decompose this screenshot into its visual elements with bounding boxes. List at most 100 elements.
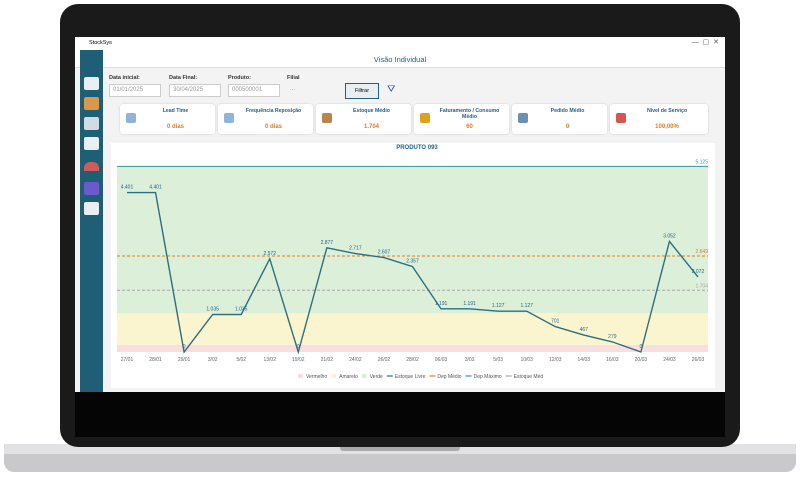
data-label: 1.035 bbox=[235, 307, 248, 313]
x-tick-label: 28/01 bbox=[149, 357, 162, 363]
data-label: 2.877 bbox=[321, 240, 334, 246]
data-label: 1.127 bbox=[492, 303, 505, 309]
legend-label: Estoque Livre bbox=[395, 374, 426, 380]
kpi-label: Frequência Reposição bbox=[245, 108, 302, 114]
filter-input[interactable]: ... bbox=[290, 86, 296, 92]
data-label: 467 bbox=[580, 327, 589, 333]
kpi-card: Frequência Reposição 0 dias bbox=[218, 104, 313, 134]
filter-input[interactable]: 01/01/2025 bbox=[109, 84, 161, 97]
reference-label: 2.649 bbox=[695, 249, 708, 255]
filter-label: Data inicial: bbox=[109, 75, 140, 81]
x-tick-label: 3/02 bbox=[208, 357, 218, 363]
zone bbox=[117, 313, 708, 345]
data-label: 0 bbox=[183, 344, 186, 350]
data-label: 0 bbox=[297, 344, 300, 350]
filter-button[interactable]: Filtrar bbox=[345, 83, 379, 99]
x-tick-label: 20/03 bbox=[635, 357, 648, 363]
data-label: 279 bbox=[608, 334, 617, 340]
legend-swatch bbox=[331, 374, 337, 378]
data-label: 0 bbox=[640, 344, 643, 350]
reference-label: 5.125 bbox=[695, 159, 708, 165]
kpi-icon bbox=[126, 113, 136, 123]
data-label: 2.572 bbox=[263, 251, 276, 257]
x-tick-label: 29/01 bbox=[178, 357, 191, 363]
data-label: 2.717 bbox=[349, 246, 362, 252]
nav-item[interactable] bbox=[84, 137, 99, 150]
chart-title: PRODUTO 093 bbox=[396, 145, 438, 151]
legend-label: Vermelho bbox=[306, 374, 327, 380]
x-tick-label: 19/02 bbox=[292, 357, 305, 363]
legend-label: Verde bbox=[370, 374, 383, 380]
nav-home[interactable] bbox=[84, 77, 99, 90]
x-tick-label: 14/03 bbox=[578, 357, 591, 363]
data-label: 3.052 bbox=[663, 233, 676, 239]
data-label: 2.357 bbox=[406, 259, 419, 265]
kpi-card: Estoque Médio 1.704 bbox=[316, 104, 411, 134]
kpi-label: Lead Time bbox=[162, 108, 189, 114]
app-name: StockSys bbox=[89, 40, 112, 46]
x-tick-label: 10/03 bbox=[520, 357, 533, 363]
x-tick-label: 5/02 bbox=[236, 357, 246, 363]
x-tick-label: 13/02 bbox=[263, 357, 276, 363]
x-tick-label: 27/01 bbox=[121, 357, 134, 363]
x-tick-label: 24/03 bbox=[663, 357, 676, 363]
kpi-value: 0 dias bbox=[264, 124, 282, 130]
kpi-card: Faturamento / Consumo Médio 60 bbox=[414, 104, 509, 134]
x-tick-label: 06/03 bbox=[435, 357, 448, 363]
kpi-icon bbox=[420, 113, 430, 123]
x-tick-label: 3/03 bbox=[465, 357, 475, 363]
data-label: 1.127 bbox=[520, 303, 533, 309]
filter-label: Filial bbox=[287, 75, 300, 81]
data-label: 4.401 bbox=[149, 185, 162, 191]
data-label: 701 bbox=[551, 319, 560, 325]
kpi-card: Nível de Serviço 100,00% bbox=[610, 104, 708, 134]
x-tick-label: 26/03 bbox=[692, 357, 705, 363]
kpi-card: Lead Time 0 dias bbox=[120, 104, 215, 134]
nav-item[interactable] bbox=[84, 97, 99, 110]
data-label: 4.401 bbox=[121, 185, 134, 191]
kpi-value: 100,00% bbox=[655, 124, 679, 130]
kpi-icon bbox=[518, 113, 528, 123]
data-label: 2.072 bbox=[692, 269, 705, 275]
legend-label: Dep Máximo bbox=[474, 374, 502, 380]
legend-label: Dep Médio bbox=[437, 374, 461, 380]
kpi-label: Nível de Serviço bbox=[646, 108, 688, 114]
kpi-label: Pedido Médio bbox=[550, 108, 585, 114]
nav-item[interactable] bbox=[84, 182, 99, 195]
x-tick-label: 5/03 bbox=[493, 357, 503, 363]
title-bar: StockSys — ▢ ✕ bbox=[75, 37, 725, 50]
filter-label: Data Final: bbox=[169, 75, 198, 81]
x-tick-label: 21/02 bbox=[321, 357, 334, 363]
window-controls[interactable]: — ▢ ✕ bbox=[691, 39, 719, 46]
kpi-icon bbox=[616, 113, 626, 123]
x-tick-label: 12/03 bbox=[549, 357, 562, 363]
sidebar bbox=[80, 50, 103, 392]
kpi-value: 1.704 bbox=[363, 124, 379, 130]
zone bbox=[117, 166, 708, 314]
nav-item[interactable] bbox=[84, 202, 99, 215]
data-label: 2.607 bbox=[378, 250, 391, 256]
legend-label: Estoque Méd bbox=[514, 374, 544, 380]
legend-swatch bbox=[298, 374, 303, 378]
kpi-value: 0 dias bbox=[166, 124, 184, 130]
x-tick-label: 28/02 bbox=[406, 357, 419, 363]
x-tick-label: 26/02 bbox=[378, 357, 391, 363]
data-label: 1.035 bbox=[206, 307, 219, 313]
x-tick-label: 24/02 bbox=[349, 357, 362, 363]
kpi-value: 60 bbox=[466, 124, 473, 130]
filter-input[interactable]: 30/04/2025 bbox=[169, 84, 221, 97]
kpi-label: Faturamento / Consumo Médio bbox=[439, 108, 500, 120]
filter-input[interactable]: 000500001 bbox=[228, 84, 280, 97]
nav-item[interactable] bbox=[84, 117, 99, 130]
x-tick-label: 16/03 bbox=[606, 357, 619, 363]
kpi-card: Pedido Médio 0 bbox=[512, 104, 607, 134]
legend-label: Amarelo bbox=[339, 374, 358, 380]
data-label: 1.191 bbox=[463, 301, 476, 307]
legend-swatch bbox=[361, 374, 367, 378]
filter-icon[interactable]: ⛛ bbox=[387, 84, 396, 95]
nav-item[interactable] bbox=[84, 162, 99, 171]
kpi-value: 0 bbox=[565, 124, 570, 130]
kpi-icon bbox=[322, 113, 332, 123]
